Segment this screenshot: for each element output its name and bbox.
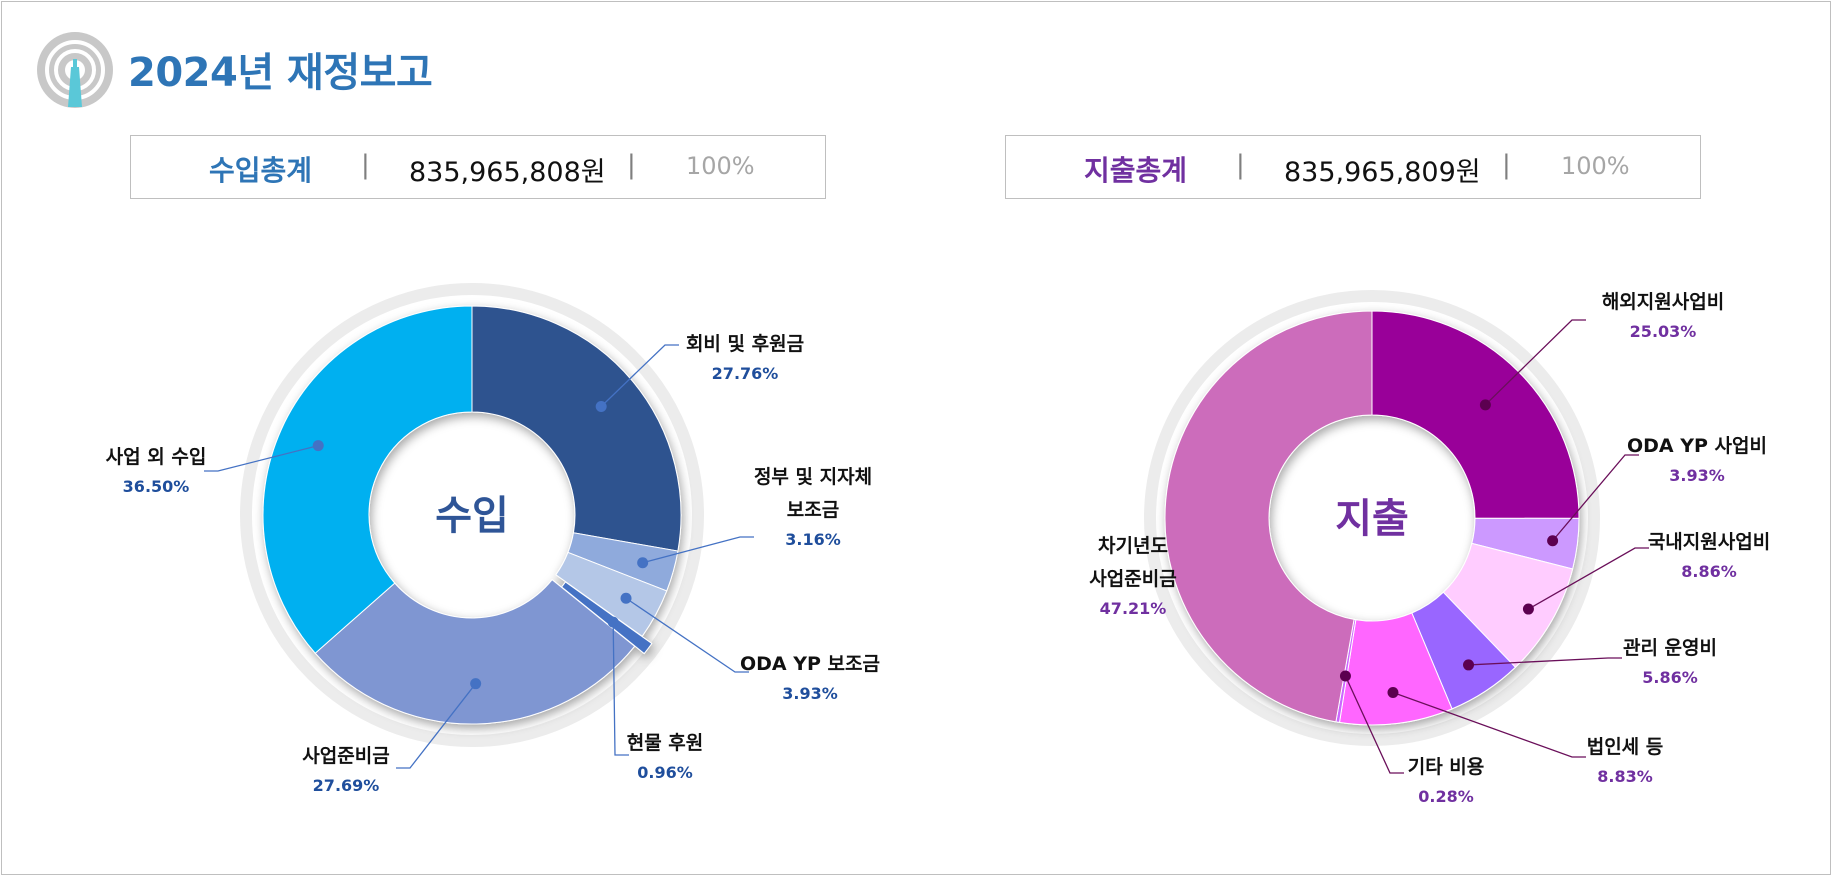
slice-label: ODA YP 보조금 bbox=[740, 653, 880, 675]
leader-line bbox=[1392, 691, 1586, 758]
slice-label: 사업준비금 bbox=[1089, 568, 1176, 590]
expense-summary-box: 지출총계 | 835,965,809원 | 100% bbox=[1005, 135, 1701, 199]
leader-dot bbox=[312, 440, 324, 452]
separator: | bbox=[627, 150, 636, 180]
leader-dot bbox=[1547, 535, 1559, 547]
slice-value-label: 36.50% bbox=[123, 477, 190, 496]
slice-label: 현물 후원 bbox=[627, 732, 704, 754]
center-label: 지출 bbox=[1335, 496, 1409, 542]
radio-tower-icon bbox=[37, 32, 113, 108]
slice-value-label: 0.96% bbox=[637, 763, 693, 782]
slice-value-label: 5.86% bbox=[1642, 668, 1698, 687]
chart-outer-ring bbox=[240, 283, 704, 747]
slice-value-label: 27.69% bbox=[313, 776, 380, 795]
leader-line bbox=[625, 597, 749, 673]
slice-value-label: 3.93% bbox=[1669, 466, 1725, 485]
expense-total-label: 지출총계 bbox=[1084, 154, 1188, 187]
slice-label: 사업 외 수입 bbox=[106, 446, 207, 468]
slice-label: 회비 및 후원금 bbox=[686, 333, 804, 355]
leader-dot bbox=[637, 557, 649, 569]
slice-label: 정부 및 지자체 bbox=[754, 466, 872, 488]
leader-line bbox=[642, 536, 754, 564]
leader-dot bbox=[1522, 603, 1534, 615]
leader-line bbox=[1528, 547, 1649, 610]
page-title: 2024년 재정보고 bbox=[128, 50, 433, 96]
income-summary-box: 수입총계 | 835,965,808원 | 100% bbox=[130, 135, 826, 199]
pie-slice bbox=[1371, 310, 1580, 519]
slice-label: 해외지원사업비 bbox=[1602, 291, 1724, 313]
leader-line bbox=[396, 683, 477, 769]
chart-outer-ring bbox=[1144, 290, 1600, 746]
leader-dot bbox=[595, 400, 607, 412]
leader-dot bbox=[1339, 670, 1351, 682]
pie-slice bbox=[471, 305, 682, 552]
slice-label: 법인세 등 bbox=[1587, 736, 1664, 758]
leader-dot bbox=[1463, 659, 1475, 671]
donut-chart-expense: 지출 해외지원사업비 25.03% ODA YP 사업비 3.93% 국내지원사업비 8.8… bbox=[1089, 290, 1770, 806]
leader-line bbox=[612, 622, 629, 756]
leader-dot bbox=[607, 616, 619, 628]
income-total-percent: 100% bbox=[686, 152, 755, 180]
leader-line bbox=[204, 444, 319, 472]
leader-line bbox=[600, 344, 679, 407]
slice-label: 국내지원사업비 bbox=[1648, 531, 1770, 553]
slice-value-label: 0.28% bbox=[1418, 787, 1474, 806]
slice-value-label: 3.16% bbox=[785, 530, 841, 549]
leader-dot bbox=[1387, 687, 1399, 699]
expense-total-percent: 100% bbox=[1561, 152, 1630, 180]
expense-total-amount: 835,965,809원 bbox=[1284, 157, 1481, 188]
income-total-amount: 835,965,808원 bbox=[409, 157, 606, 188]
slice-value-label: 27.76% bbox=[712, 364, 779, 383]
slice-value-label: 47.21% bbox=[1100, 599, 1167, 618]
slice-label: 보조금 bbox=[787, 499, 839, 521]
income-total-label: 수입총계 bbox=[209, 154, 313, 187]
slice-label: 관리 운영비 bbox=[1623, 637, 1717, 659]
leader-line bbox=[1468, 657, 1622, 666]
separator: | bbox=[1236, 150, 1245, 180]
center-label: 수입 bbox=[435, 493, 509, 539]
slice-label: 기타 비용 bbox=[1408, 756, 1485, 778]
slice-value-label: 25.03% bbox=[1630, 322, 1697, 341]
leader-dot bbox=[470, 678, 482, 690]
pie-slice bbox=[314, 579, 636, 725]
leader-dot bbox=[620, 592, 632, 604]
leader-line bbox=[1552, 454, 1639, 542]
pie-slice bbox=[1164, 310, 1373, 723]
separator: | bbox=[361, 150, 370, 180]
slice-value-label: 8.83% bbox=[1597, 767, 1653, 786]
slice-value-label: 3.93% bbox=[782, 684, 838, 703]
leader-line bbox=[1484, 319, 1586, 406]
pie-slice bbox=[262, 305, 473, 654]
leader-dot bbox=[1479, 399, 1491, 411]
slice-value-label: 8.86% bbox=[1681, 562, 1737, 581]
slice-label: 사업준비금 bbox=[302, 745, 389, 767]
slice-label: ODA YP 사업비 bbox=[1627, 435, 1767, 457]
slice-label: 차기년도 bbox=[1098, 535, 1168, 557]
leader-line bbox=[1344, 675, 1404, 774]
separator: | bbox=[1502, 150, 1511, 180]
